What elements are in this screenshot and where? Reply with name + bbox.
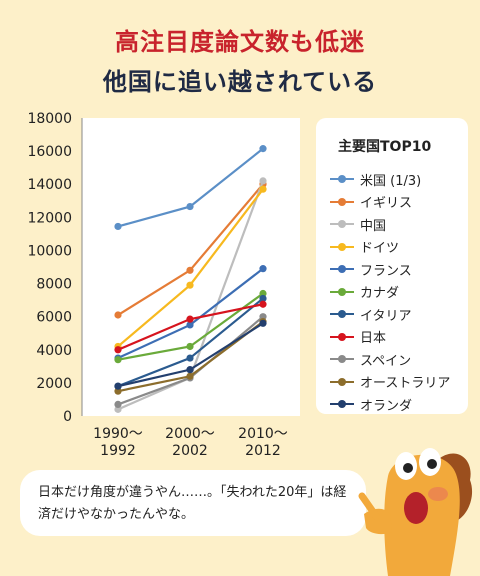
legend-item: オーストラリア [330, 371, 454, 394]
y-tick-label: 10000 [27, 243, 72, 259]
legend-item: イギリス [330, 191, 454, 214]
legend-item: オランダ [330, 393, 454, 416]
legend-label: イタリア [360, 308, 412, 324]
data-point [186, 366, 194, 374]
legend-label: 日本 [360, 331, 387, 347]
data-point [114, 382, 122, 390]
y-tick-label: 18000 [27, 111, 72, 127]
legend-label: イギリス [360, 196, 413, 212]
y-tick-label: 0 [63, 409, 72, 425]
legend-label: カナダ [360, 286, 400, 302]
data-point [259, 265, 267, 273]
legend-swatch [330, 353, 354, 365]
data-point [186, 321, 194, 329]
series-layer [114, 145, 267, 413]
legend: 主要国TOP10 米国 (1/3) イギリス中国ドイツフランスカナダイタリア日本ス… [316, 118, 468, 414]
legend-swatch [330, 331, 354, 343]
legend-label: ドイツ [360, 241, 400, 257]
legend-item: 米国 (1/3) [330, 168, 454, 191]
data-point [114, 405, 122, 413]
y-axis-ticks: 0 2000 4000 6000 8000 10000 12000 14000 16000 180… [27, 111, 72, 425]
data-point [114, 356, 122, 364]
mascot-illustration [358, 448, 473, 576]
legend-label: 米国 (1/3) [360, 173, 422, 189]
legend-swatch [330, 376, 354, 388]
data-point [186, 281, 194, 289]
data-point [186, 315, 194, 323]
data-point [259, 294, 267, 303]
legend-swatch [330, 263, 354, 275]
speech-text: 日本だけ角度が違うやん……。「失われた20年」は経済だけやなかったんやな。 [38, 485, 347, 522]
y-tick-label: 6000 [36, 310, 72, 326]
x-tick-label: 2010〜 2012 [238, 426, 288, 459]
speech-bubble: 日本だけ角度が違うやん……。「失われた20年」は経済だけやなかったんやな。 [20, 470, 366, 536]
data-point [259, 289, 267, 298]
data-point [259, 177, 267, 185]
y-tick-label: 16000 [27, 144, 72, 160]
data-point [114, 346, 122, 354]
y-tick-label: 2000 [36, 376, 72, 392]
legend-swatch [330, 308, 354, 320]
data-point [186, 372, 194, 380]
x-tick-label: 1990〜 1992 [93, 426, 143, 459]
legend-swatch [330, 173, 354, 185]
x-tick-label: 2000〜 2002 [165, 426, 215, 459]
legend-swatch [330, 286, 354, 298]
legend-label: スペイン [360, 353, 412, 369]
data-point [186, 354, 194, 362]
legend-item: 中国 [330, 213, 454, 236]
data-point [186, 342, 194, 351]
legend-swatch [330, 241, 354, 253]
data-point [259, 319, 267, 327]
data-point [186, 266, 194, 274]
legend-swatch [330, 196, 354, 208]
data-point [259, 185, 267, 193]
data-point [114, 222, 122, 231]
data-point [186, 202, 194, 211]
y-tick-label: 14000 [27, 177, 72, 193]
legend-item: 日本 [330, 326, 454, 349]
legend-label: 中国 [360, 218, 387, 234]
y-tick-label: 12000 [27, 210, 72, 226]
legend-items: 米国 (1/3) イギリス中国ドイツフランスカナダイタリア日本スペインオーストラリ… [330, 168, 454, 416]
data-point [259, 313, 267, 321]
legend-item: カナダ [330, 281, 454, 304]
legend-item: スペイン [330, 348, 454, 371]
legend-item: イタリア [330, 303, 454, 326]
y-tick-label: 8000 [36, 277, 72, 293]
legend-item: ドイツ [330, 236, 454, 259]
chart-subtitle: 他国に追い越されている [102, 68, 378, 96]
data-point [114, 311, 122, 319]
legend-swatch [330, 398, 354, 410]
data-point [259, 300, 267, 308]
legend-swatch [330, 218, 354, 230]
legend-label: フランス [360, 263, 412, 279]
x-axis-ticks: 1990〜 1992 2000〜 2002 2010〜 2012 [93, 426, 288, 459]
legend-label: オーストラリア [360, 376, 451, 392]
legend-label: オランダ [360, 398, 413, 414]
legend-title: 主要国TOP10 [338, 139, 432, 155]
y-tick-label: 4000 [36, 343, 72, 359]
legend-item: フランス [330, 258, 454, 281]
data-point [114, 400, 122, 409]
data-point [259, 145, 267, 153]
chart-title: 高注目度論文数も低迷 [115, 28, 365, 56]
data-point [114, 387, 122, 395]
